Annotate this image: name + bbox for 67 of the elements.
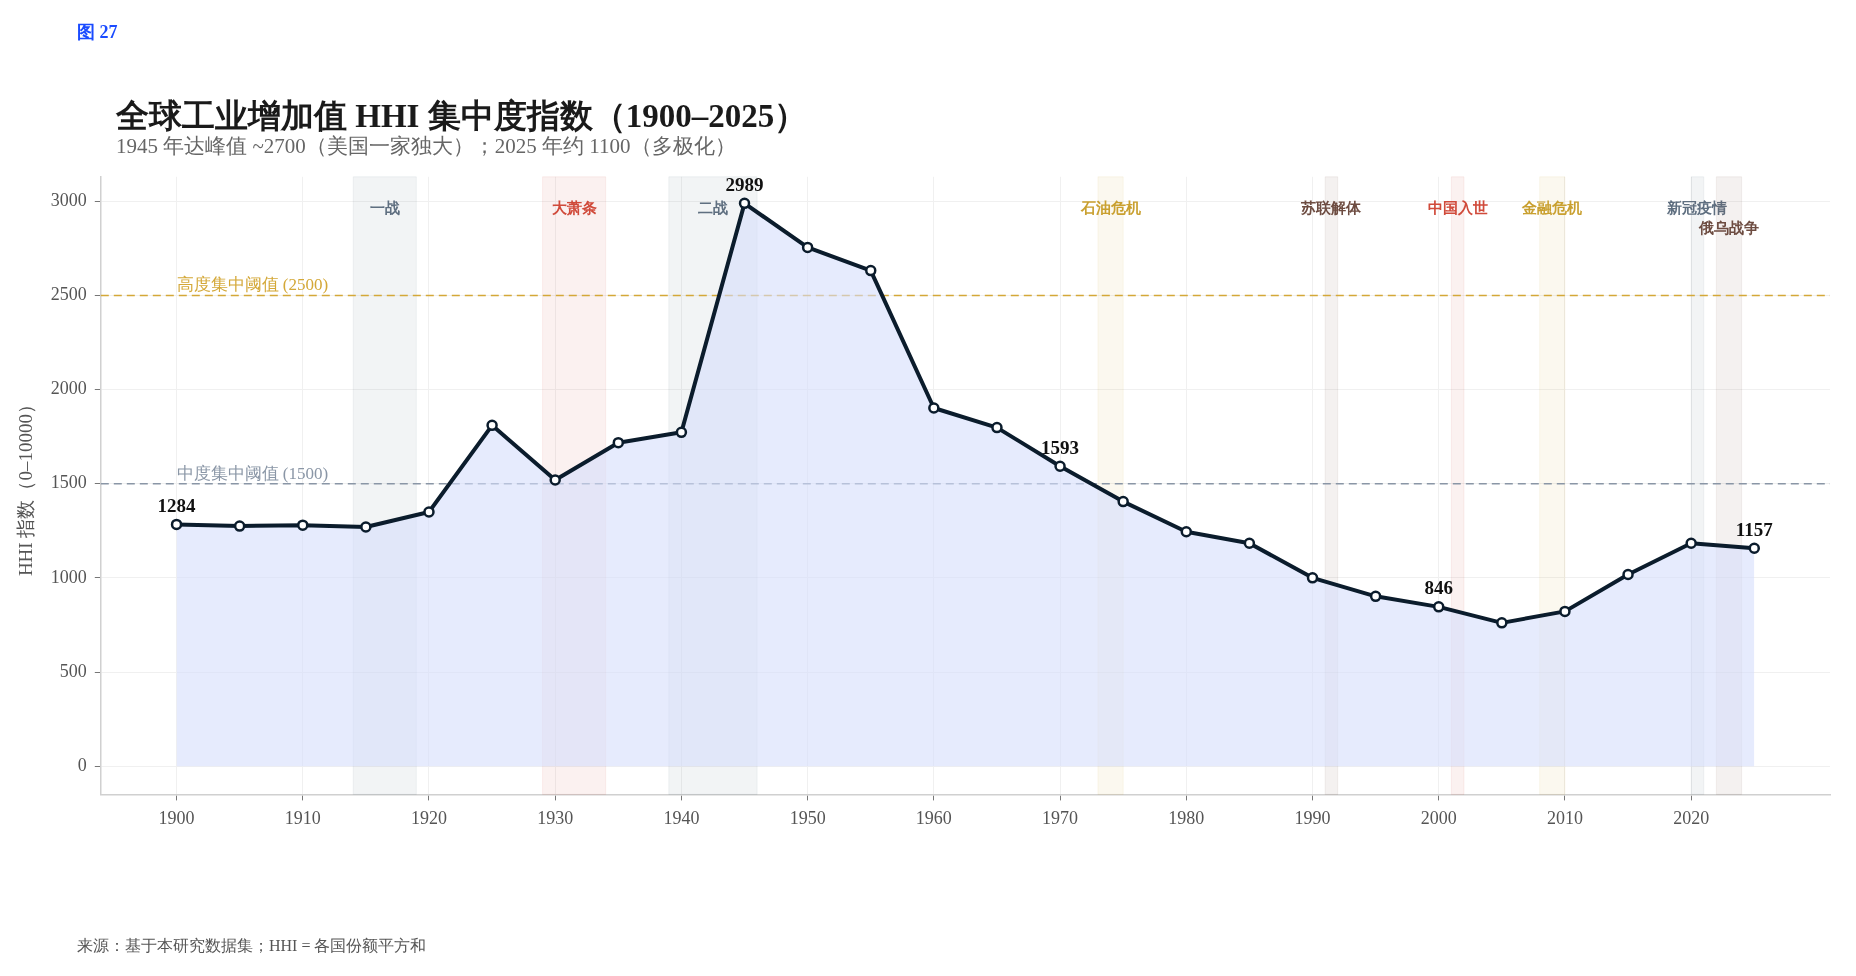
point xyxy=(612,436,625,449)
data-label: 2989 xyxy=(725,173,764,195)
point xyxy=(1748,542,1761,555)
point xyxy=(1685,537,1697,549)
y-tick-label: 3000 xyxy=(50,190,87,211)
point xyxy=(1243,537,1256,549)
point xyxy=(738,197,751,210)
band-label: 石油危机 xyxy=(1079,199,1141,216)
point xyxy=(801,241,814,254)
source-note: 来源：基于本研究数据集；HHI = 各国份额平方和 xyxy=(77,936,427,956)
x-tick-label: 1910 xyxy=(284,807,321,828)
point xyxy=(1622,568,1634,581)
y-tick-label: 2000 xyxy=(50,378,87,399)
y-tick-label: 500 xyxy=(59,660,87,681)
y-tick-label: 1500 xyxy=(50,472,87,493)
ref-line-label: 中度集中阈值 (1500) xyxy=(176,463,329,483)
point xyxy=(549,474,561,486)
y-tick-label: 1000 xyxy=(50,566,87,587)
point xyxy=(675,426,688,439)
x-tick-label: 1940 xyxy=(663,807,700,828)
data-label: 846 xyxy=(1424,577,1453,599)
point xyxy=(1306,572,1319,584)
x-tick-label: 1950 xyxy=(789,807,826,828)
x-tick-label: 1970 xyxy=(1042,807,1079,828)
point xyxy=(1180,525,1193,538)
band-label: 中国入世 xyxy=(1427,199,1488,216)
x-tick-label: 1990 xyxy=(1294,807,1331,828)
x-tick-label: 2020 xyxy=(1673,807,1710,828)
band-label: 新冠疫情 xyxy=(1666,198,1728,216)
chart-title: 全球工业增加值 HHI 集中度指数（1900–2025） xyxy=(116,97,808,135)
point xyxy=(1496,617,1508,629)
x-tick-label: 1960 xyxy=(915,807,952,828)
point xyxy=(1559,605,1571,618)
band-label: 苏联解体 xyxy=(1300,199,1363,216)
x-tick-label: 1920 xyxy=(410,807,447,828)
y-axis-title: HHI 指数（0–10000） xyxy=(15,395,37,577)
band-label: 一战 xyxy=(369,199,400,216)
data-label: 1284 xyxy=(157,494,197,516)
caption: 图 27 xyxy=(77,21,118,44)
point xyxy=(1054,460,1066,472)
chart-subtitle: 1945 年达峰值 ~2700（美国一家独大）；2025 年约 1100（多极化） xyxy=(116,134,736,160)
data-label: 1157 xyxy=(1735,518,1774,540)
x-tick-label: 2000 xyxy=(1420,807,1457,828)
x-tick-label: 1930 xyxy=(537,807,574,828)
band-label: 大萧条 xyxy=(551,199,597,216)
point xyxy=(233,520,246,532)
x-tick-label: 1900 xyxy=(158,807,195,828)
band-label: 二战 xyxy=(697,199,728,216)
point xyxy=(1369,590,1382,603)
point xyxy=(170,518,183,531)
point xyxy=(360,521,372,533)
point xyxy=(864,264,877,277)
band-label: 金融危机 xyxy=(1521,199,1583,216)
point xyxy=(991,421,1003,434)
data-label: 1593 xyxy=(1041,436,1080,458)
point xyxy=(1432,601,1445,613)
ref-line-label: 高度集中阈值 (2500) xyxy=(176,275,329,295)
point xyxy=(928,402,940,414)
x-tick-label: 2010 xyxy=(1546,807,1583,828)
point xyxy=(486,419,498,432)
band-label: 俄乌战争 xyxy=(1698,219,1760,236)
y-tick-label: 0 xyxy=(77,754,87,775)
y-tick-label: 2500 xyxy=(50,284,87,305)
x-tick-label: 1980 xyxy=(1168,807,1205,828)
point xyxy=(1117,495,1129,508)
point xyxy=(297,519,309,531)
point xyxy=(423,506,435,518)
